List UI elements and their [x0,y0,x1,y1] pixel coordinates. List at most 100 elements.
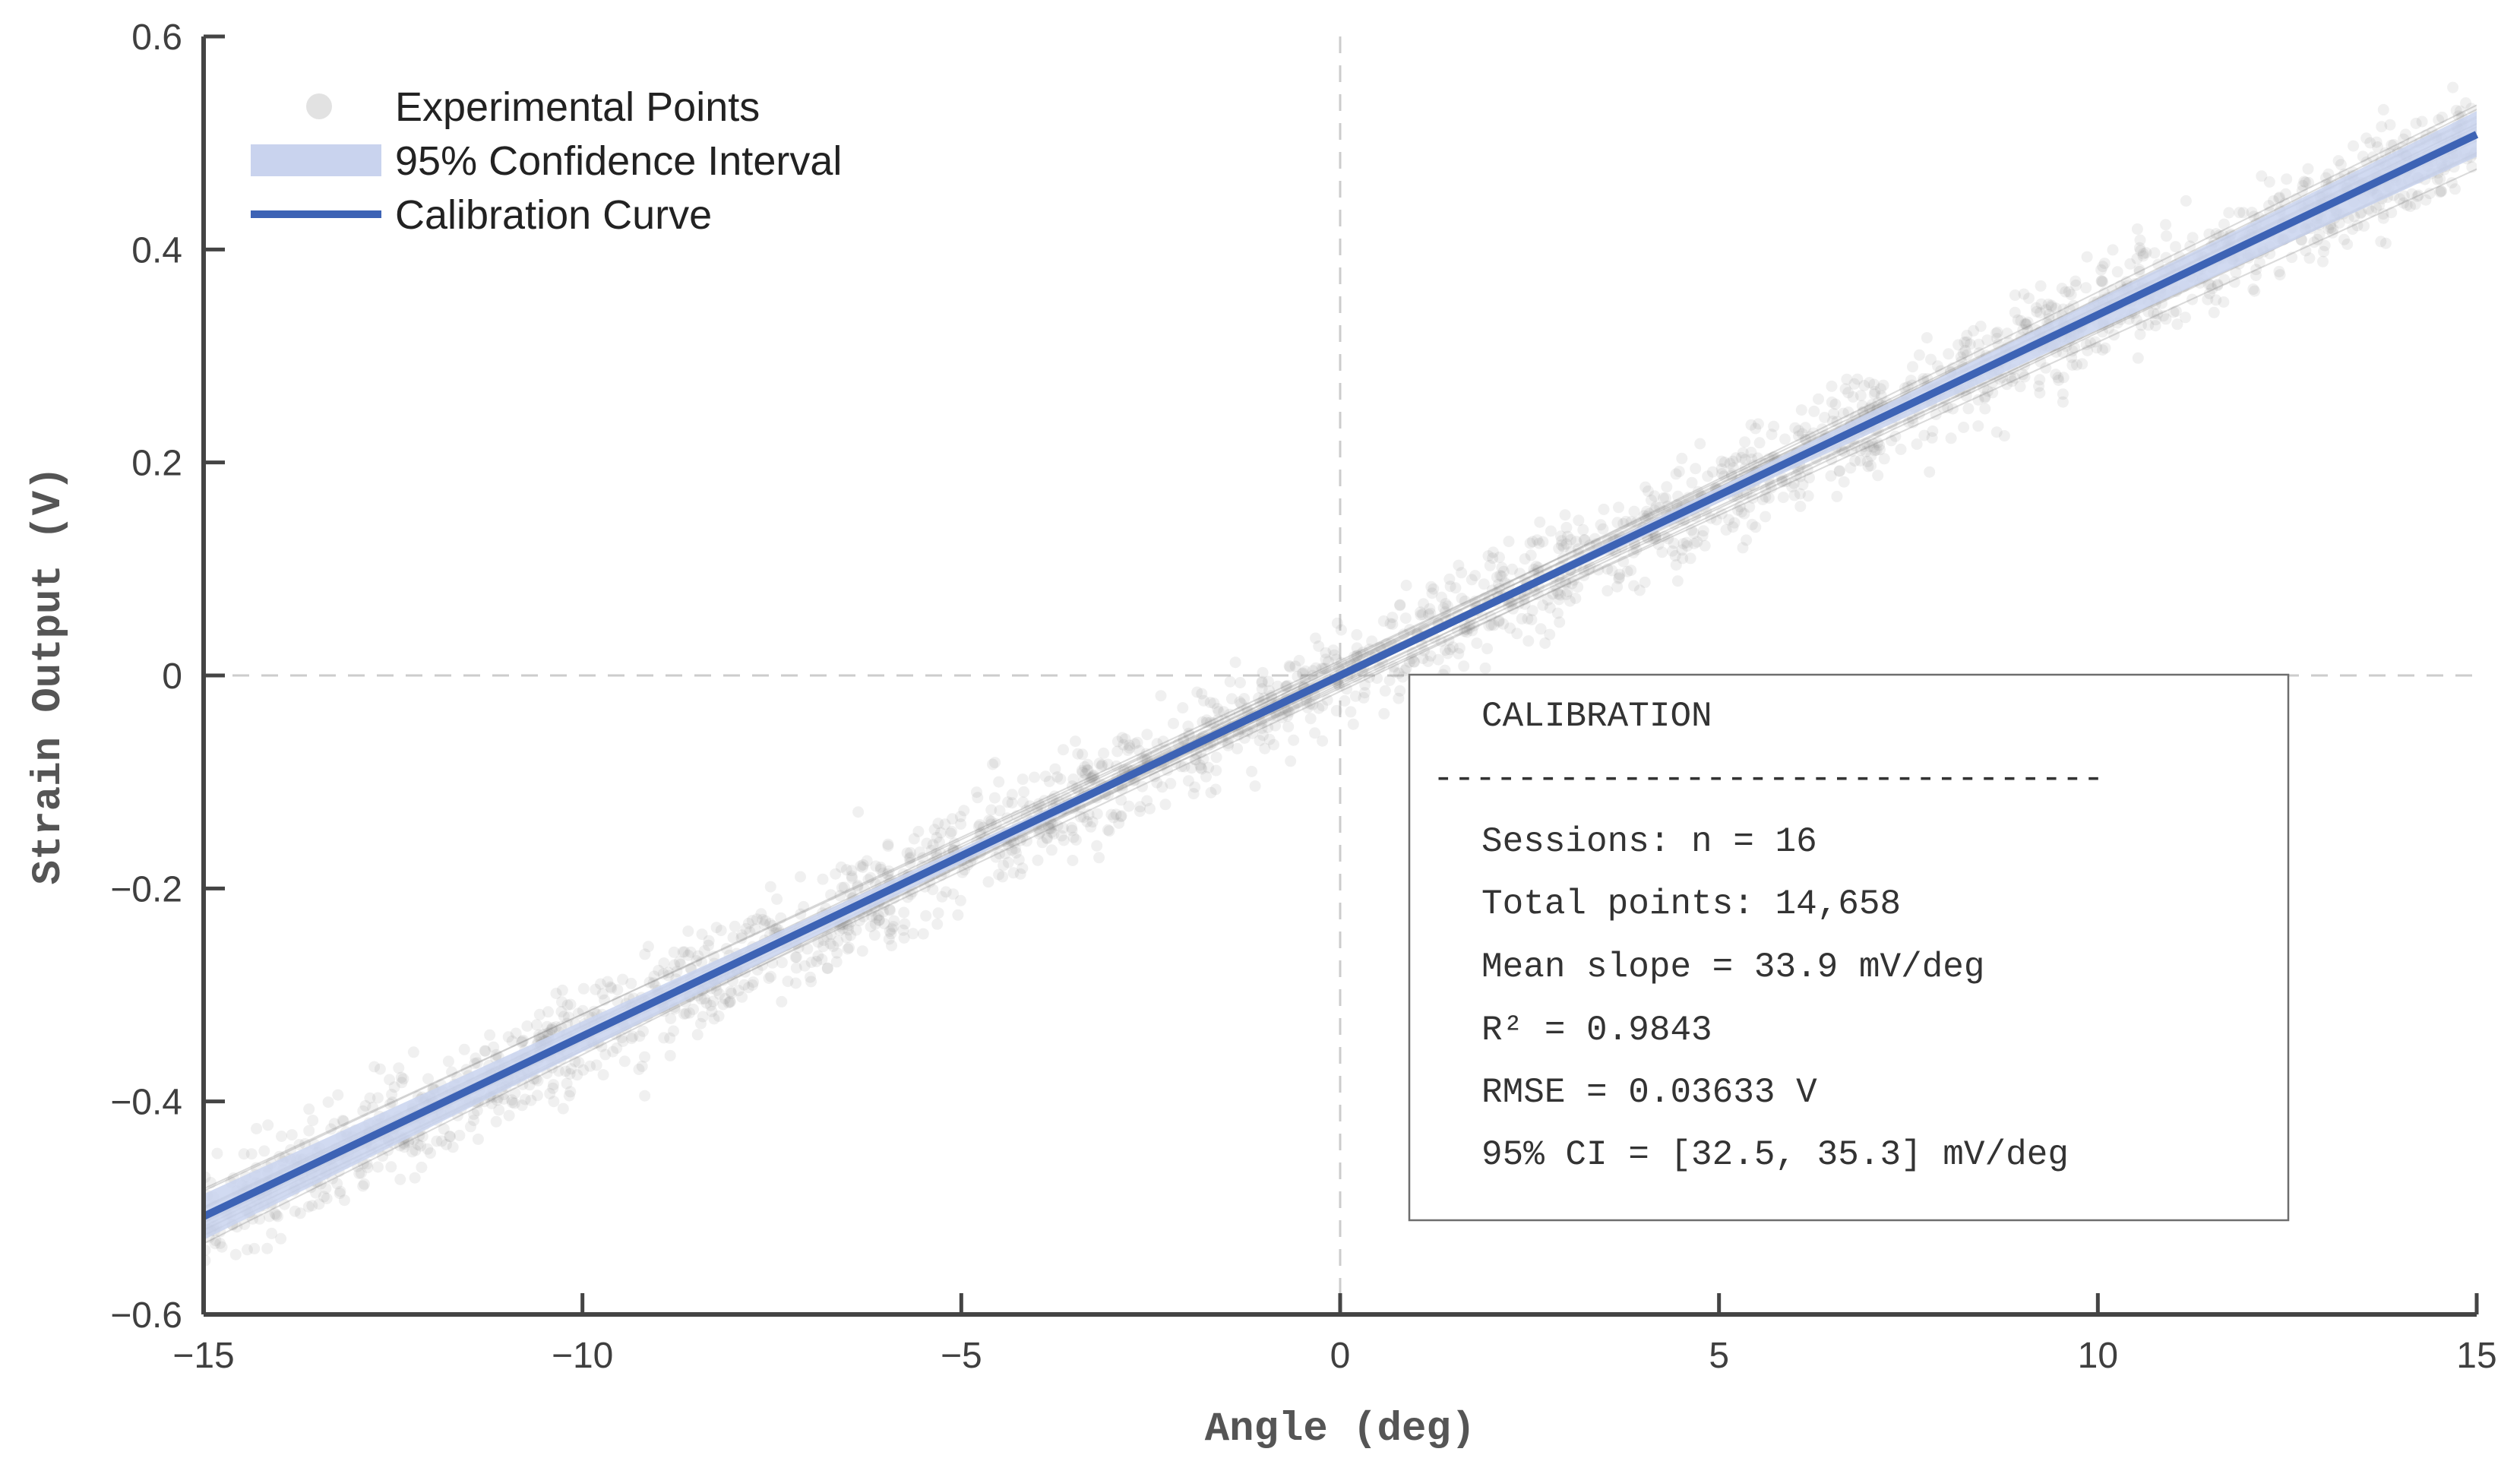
data-point [706,1005,718,1017]
data-point [2250,264,2262,276]
data-point [1776,475,1788,487]
data-point [1032,802,1044,814]
data-point [1959,336,1971,348]
data-point [1860,445,1872,457]
data-point [671,966,683,978]
data-point [1924,466,1936,478]
data-point [758,919,770,931]
data-point [1503,536,1515,548]
data-point [1788,489,1801,501]
data-point [444,1131,456,1143]
data-point [1522,612,1534,625]
data-point [1688,527,1700,539]
data-point [1592,564,1605,576]
data-point [1269,720,1281,732]
data-point [275,1232,287,1245]
data-point [1103,825,1115,837]
data-point [1532,565,1544,577]
data-point [1218,706,1230,718]
data-point [1404,624,1416,636]
data-point [805,976,817,988]
data-point [1839,383,1851,395]
data-point [607,1045,619,1058]
data-point [550,1021,562,1033]
data-point [713,1010,725,1022]
data-point [555,1006,568,1017]
data-point [1341,683,1353,695]
data-point [2398,190,2410,202]
data-point [517,1036,528,1048]
data-point [1317,700,1329,712]
data-point [395,1071,407,1083]
data-point [625,977,637,989]
data-point [856,945,868,957]
data-point [2218,218,2230,230]
data-point [1155,690,1167,702]
data-point [1526,614,1538,626]
data-point [2449,183,2461,195]
data-point [2014,381,2026,393]
data-point [720,943,732,955]
data-point [903,852,915,865]
data-point [2366,205,2378,217]
data-point [1972,394,1984,406]
data-point [1086,816,1099,828]
data-point [1662,500,1674,512]
data-point [425,1147,436,1159]
data-point [1676,452,1688,464]
data-point [2223,207,2235,219]
data-point [2107,244,2119,256]
data-point [590,983,602,995]
data-point [1753,437,1766,449]
data-point [1658,530,1671,542]
data-point [1310,632,1322,644]
data-point [1553,593,1565,606]
x-axis-title: Angle (deg) [1205,1406,1475,1453]
data-point [533,1008,545,1020]
data-point [1611,580,1624,593]
data-point [668,1025,679,1037]
data-point [2364,137,2376,149]
data-point [557,1102,569,1115]
data-point [2398,197,2410,209]
data-point [947,888,960,900]
data-point [2137,250,2149,262]
data-point [1014,868,1026,880]
data-point [934,847,947,859]
data-point [1497,618,1510,630]
data-point [700,997,713,1009]
data-point [1076,764,1088,777]
data-point [1670,468,1682,480]
data-point [1872,470,1884,482]
data-point [1975,321,1987,332]
x-axis-ticks: −15 −10 −5 0 5 10 15 [172,1293,2497,1376]
data-point [790,962,802,974]
data-point [1519,590,1531,603]
data-point [506,1096,518,1109]
data-point [2071,359,2082,371]
data-point [682,925,694,938]
data-point [1872,437,1883,449]
data-point [732,985,745,997]
data-point [722,997,735,1009]
data-point [1744,501,1756,513]
data-point [1739,454,1751,466]
data-point [1041,833,1053,845]
data-point [1047,818,1058,830]
data-point [1760,511,1772,523]
data-point [678,946,691,958]
data-point [2436,111,2448,123]
data-point [1718,470,1730,482]
data-point [904,851,916,863]
x-tick-label: 0 [1330,1336,1351,1376]
data-point [1737,542,1749,554]
data-point [790,951,802,963]
data-point [313,1198,325,1210]
data-point [1091,840,1103,852]
data-point [602,976,614,988]
data-point [846,870,858,882]
data-point [409,1172,421,1184]
data-point [1078,774,1090,786]
data-point [747,979,758,991]
data-point [2142,319,2155,331]
